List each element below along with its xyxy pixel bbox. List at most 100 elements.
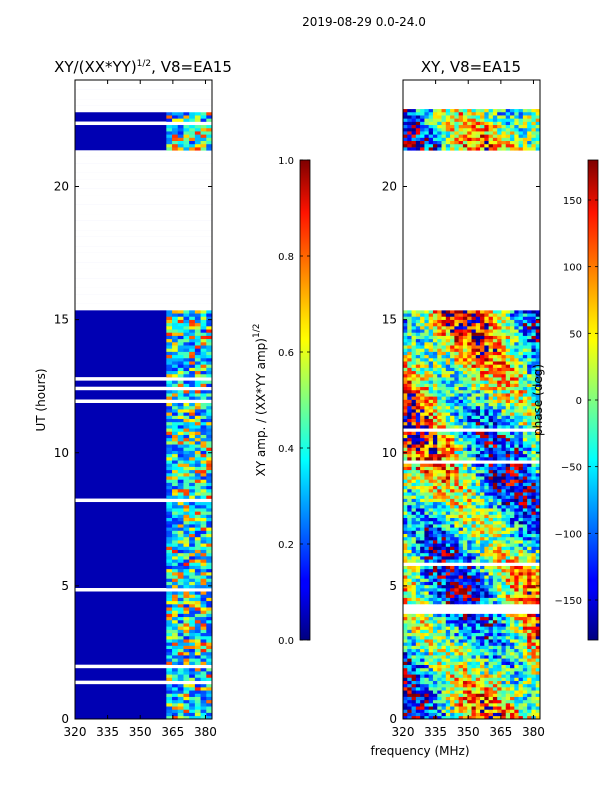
phase-cell <box>492 616 498 621</box>
amplitude-cell <box>177 536 184 541</box>
phase-cell <box>407 405 412 410</box>
phase-cell <box>480 348 485 352</box>
amplitude-cell <box>194 591 201 595</box>
phase-cell <box>403 623 408 627</box>
amplitude-cell <box>200 444 207 448</box>
phase-cell <box>415 619 421 624</box>
phase-cell <box>407 412 412 416</box>
x-tick-label: 320 <box>64 725 87 739</box>
phase-cell <box>458 715 464 719</box>
phase-cell <box>454 530 459 534</box>
phase-cell <box>501 623 507 627</box>
phase-cell <box>497 524 502 528</box>
phase-cell <box>514 619 519 624</box>
amplitude-cell <box>200 383 207 388</box>
phase-cell <box>454 524 459 528</box>
phase-cell <box>467 402 472 407</box>
phase-cell <box>411 642 417 646</box>
amplitude-cell <box>166 472 173 477</box>
amplitude-cell <box>194 373 201 378</box>
phase-cell <box>522 437 528 442</box>
amplitude-cell <box>183 696 190 701</box>
amplitude-cell <box>194 111 201 116</box>
phase-cell <box>484 508 489 512</box>
phase-cell <box>458 386 464 391</box>
phase-cell <box>428 572 434 576</box>
phase-cell <box>450 329 455 333</box>
phase-cell <box>420 671 425 675</box>
amplitude-cell <box>172 524 179 528</box>
phase-cell <box>497 485 502 490</box>
phase-cell <box>467 332 472 336</box>
phase-cell <box>415 533 421 538</box>
phase-cell <box>407 613 412 618</box>
phase-cell <box>450 642 455 646</box>
phase-cell <box>475 645 481 650</box>
phase-cell <box>445 706 451 710</box>
phase-cell <box>480 568 485 573</box>
phase-cell <box>445 341 451 346</box>
amplitude-cell <box>166 626 173 630</box>
missing-row <box>403 460 540 464</box>
amplitude-cell <box>206 485 212 490</box>
phase-cell <box>467 348 472 352</box>
phase-cell <box>471 457 477 461</box>
phase-cell <box>415 431 421 435</box>
amplitude-cell <box>177 703 184 707</box>
phase-cell <box>403 377 408 381</box>
phase-cell <box>480 511 485 515</box>
phase-cell <box>424 699 429 704</box>
phase-cell <box>505 677 511 681</box>
amplitude-cell <box>200 310 207 314</box>
phase-cell <box>428 361 434 365</box>
phase-cell <box>403 674 408 678</box>
amplitude-cell <box>194 530 201 534</box>
phase-cell <box>501 671 507 675</box>
phase-cell <box>480 469 485 474</box>
amplitude-cell <box>177 428 184 432</box>
phase-cell <box>492 348 498 352</box>
phase-cell <box>411 594 417 598</box>
phase-cell <box>471 453 477 458</box>
amplitude-cell <box>194 316 201 320</box>
phase-cell <box>514 709 519 713</box>
phase-cell <box>437 536 442 541</box>
phase-cell <box>450 712 455 717</box>
amplitude-axes-frame <box>74 79 213 720</box>
phase-cell <box>522 639 528 643</box>
amplitude-cell <box>183 134 190 138</box>
phase-cell <box>462 393 468 397</box>
phase-cell <box>462 712 468 717</box>
phase-cell <box>497 354 502 359</box>
missing-row <box>75 169 212 173</box>
phase-cell <box>471 434 477 439</box>
amplitude-cell <box>166 402 173 407</box>
phase-cell <box>441 364 447 368</box>
phase-cell <box>518 370 524 375</box>
phase-cell <box>505 425 511 429</box>
phase-cell <box>437 709 442 713</box>
amplitude-cell <box>200 469 207 474</box>
amplitude-cell <box>194 124 201 129</box>
amplitude-cell <box>194 607 201 611</box>
phase-cell <box>475 588 481 592</box>
phase-cell <box>445 450 451 455</box>
phase-cell <box>454 463 459 467</box>
phase-cell <box>522 693 528 697</box>
phase-cell <box>471 623 477 627</box>
phase-cell <box>488 495 494 499</box>
phase-cell <box>531 559 537 563</box>
phase-cell <box>514 418 519 423</box>
phase-cell <box>420 703 425 707</box>
amplitude-cell <box>166 450 173 455</box>
phase-cell <box>492 690 498 694</box>
phase-cell <box>437 527 442 531</box>
phase-cell <box>531 549 537 554</box>
phase-cell <box>510 402 515 407</box>
phase-cell <box>441 559 447 563</box>
phase-cell <box>484 479 489 483</box>
phase-cell <box>458 597 464 602</box>
phase-cell <box>522 466 528 471</box>
phase-cell <box>501 418 507 423</box>
